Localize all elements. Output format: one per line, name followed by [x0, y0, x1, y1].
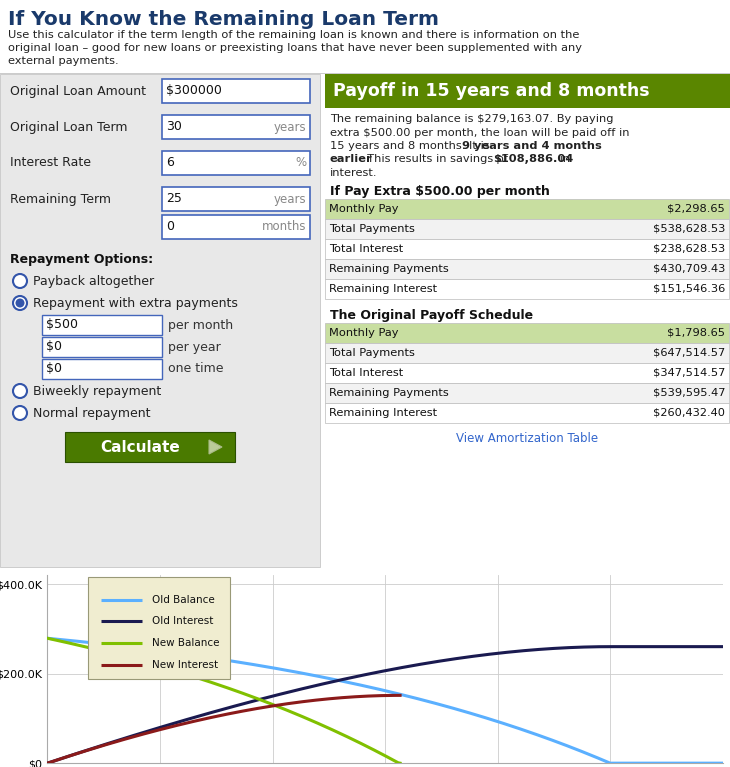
Bar: [162, 215, 310, 239]
Text: $0: $0: [46, 341, 62, 354]
Bar: [0, 74, 320, 567]
Text: $108,886.04: $108,886.04: [493, 154, 573, 164]
Bar: [162, 187, 310, 211]
Text: Normal repayment: Normal repayment: [33, 407, 150, 420]
Bar: [42, 337, 162, 357]
Text: Original Loan Term: Original Loan Term: [10, 120, 128, 133]
Text: Remaining Term: Remaining Term: [10, 193, 111, 206]
Text: years: years: [273, 120, 306, 133]
Text: 30: 30: [166, 120, 182, 133]
Text: $300000: $300000: [166, 84, 222, 97]
Bar: [0, 73, 730, 74]
Text: $647,514.57: $647,514.57: [653, 347, 725, 357]
Text: per month: per month: [168, 318, 233, 331]
Bar: [325, 219, 729, 239]
Bar: [162, 151, 310, 175]
Bar: [325, 363, 729, 383]
Bar: [325, 239, 729, 258]
Text: per year: per year: [168, 341, 220, 354]
Text: earlier: earlier: [330, 154, 373, 164]
Text: Total Payments: Total Payments: [329, 223, 415, 233]
Text: Payoff in 15 years and 8 months: Payoff in 15 years and 8 months: [333, 82, 650, 100]
Text: The remaining balance is $279,163.07. By paying: The remaining balance is $279,163.07. By…: [330, 114, 613, 124]
Text: $2,298.65: $2,298.65: [667, 203, 725, 213]
Text: Total Payments: Total Payments: [329, 347, 415, 357]
Text: $538,628.53: $538,628.53: [653, 223, 725, 233]
Bar: [42, 315, 162, 335]
Text: Use this calculator if the term length of the remaining loan is known and there : Use this calculator if the term length o…: [8, 30, 582, 67]
Bar: [65, 432, 235, 462]
Text: Payback altogether: Payback altogether: [33, 275, 154, 288]
Text: Repayment with extra payments: Repayment with extra payments: [33, 297, 238, 310]
Text: Remaining Payments: Remaining Payments: [329, 387, 449, 397]
Circle shape: [13, 384, 27, 398]
Text: 9 years and 4 months: 9 years and 4 months: [462, 141, 602, 151]
Text: . This results in savings of: . This results in savings of: [360, 154, 512, 164]
Text: 0: 0: [166, 220, 174, 233]
Bar: [162, 115, 310, 139]
Text: Remaining Interest: Remaining Interest: [329, 284, 437, 294]
Text: Old Balance: Old Balance: [152, 594, 215, 604]
Text: $430,709.43: $430,709.43: [653, 264, 725, 274]
Circle shape: [13, 274, 27, 288]
Text: If Pay Extra $500.00 per month: If Pay Extra $500.00 per month: [330, 185, 550, 197]
Bar: [325, 322, 729, 343]
Text: Monthly Pay: Monthly Pay: [329, 203, 399, 213]
Text: $1,798.65: $1,798.65: [667, 328, 725, 337]
Text: one time: one time: [168, 363, 223, 376]
Bar: [325, 74, 730, 108]
Text: $238,628.53: $238,628.53: [653, 243, 725, 254]
Text: Interest Rate: Interest Rate: [10, 156, 91, 170]
Text: 25: 25: [166, 193, 182, 206]
Bar: [325, 403, 729, 423]
Text: $260,432.40: $260,432.40: [653, 407, 725, 417]
Text: $0: $0: [46, 363, 62, 376]
Bar: [325, 258, 729, 278]
Text: $347,514.57: $347,514.57: [653, 367, 725, 377]
Text: If You Know the Remaining Loan Term: If You Know the Remaining Loan Term: [8, 10, 439, 29]
Text: Original Loan Amount: Original Loan Amount: [10, 84, 146, 97]
Text: %: %: [295, 156, 306, 170]
Bar: [325, 383, 729, 403]
Circle shape: [15, 298, 25, 308]
Bar: [162, 79, 310, 103]
FancyBboxPatch shape: [88, 577, 230, 679]
Text: years: years: [273, 193, 306, 206]
Text: View Amortization Table: View Amortization Table: [456, 433, 599, 446]
Text: in: in: [556, 154, 570, 164]
Text: New Interest: New Interest: [152, 660, 218, 670]
Text: Total Interest: Total Interest: [329, 243, 403, 254]
Text: Total Interest: Total Interest: [329, 367, 403, 377]
Bar: [325, 199, 729, 219]
Bar: [42, 359, 162, 379]
Text: Remaining Payments: Remaining Payments: [329, 264, 449, 274]
Text: extra $500.00 per month, the loan will be paid off in: extra $500.00 per month, the loan will b…: [330, 127, 629, 137]
Text: Remaining Interest: Remaining Interest: [329, 407, 437, 417]
Text: Old Interest: Old Interest: [152, 617, 213, 627]
Text: New Balance: New Balance: [152, 638, 220, 648]
Text: $151,546.36: $151,546.36: [653, 284, 725, 294]
Polygon shape: [209, 440, 222, 454]
Text: $539,595.47: $539,595.47: [653, 387, 725, 397]
Text: $500: $500: [46, 318, 78, 331]
Text: Calculate: Calculate: [100, 439, 180, 455]
Text: Monthly Pay: Monthly Pay: [329, 328, 399, 337]
Text: months: months: [261, 220, 306, 233]
Circle shape: [13, 296, 27, 310]
Text: interest.: interest.: [330, 168, 377, 178]
Text: Biweekly repayment: Biweekly repayment: [33, 384, 161, 397]
Bar: [325, 278, 729, 298]
Bar: [325, 343, 729, 363]
Text: The Original Payoff Schedule: The Original Payoff Schedule: [330, 308, 533, 321]
Text: Repayment Options:: Repayment Options:: [10, 252, 153, 265]
Text: 6: 6: [166, 156, 174, 170]
Text: 15 years and 8 months. It is: 15 years and 8 months. It is: [330, 141, 493, 151]
Circle shape: [13, 406, 27, 420]
